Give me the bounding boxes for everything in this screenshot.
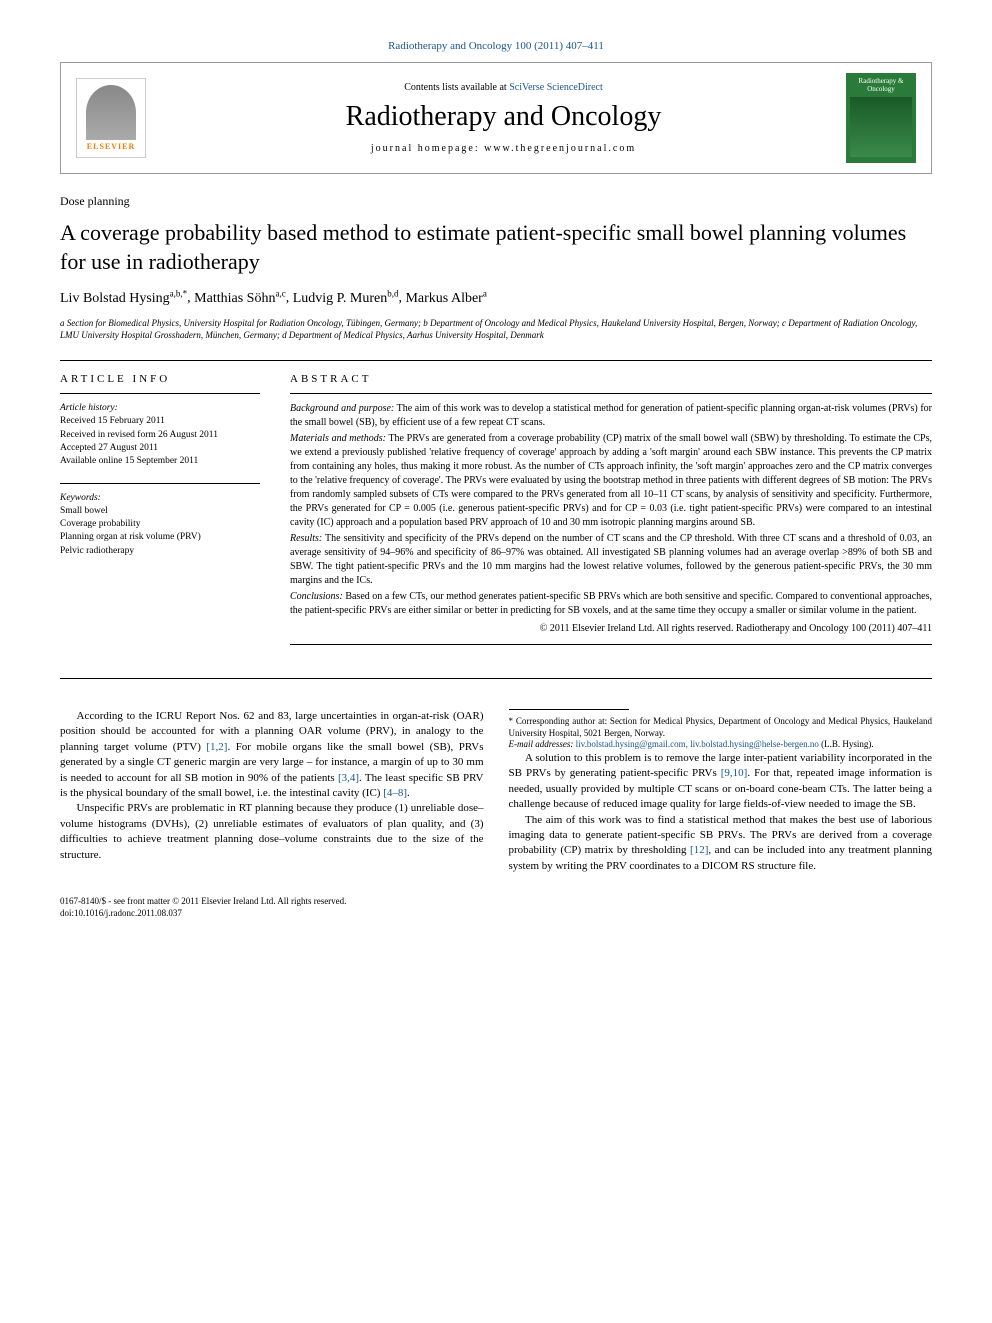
abstract-section: Background and purpose: The aim of this … [290,402,932,430]
info-abstract-row: article info Article history: Received 1… [60,373,932,653]
abstract-text: Background and purpose: The aim of this … [290,402,932,636]
email-footnote: E-mail addresses: liv.bolstad.hysing@gma… [509,739,933,751]
journal-title: Radiotherapy and Oncology [161,101,846,133]
abstract-heading: abstract [290,373,932,385]
body-columns: According to the ICRU Report Nos. 62 and… [60,709,932,876]
abstract-section: Results: The sensitivity and specificity… [290,532,932,588]
section-label: Dose planning [60,194,932,209]
paper-title: A coverage probability based method to e… [60,219,932,276]
ref-link[interactable]: [3,4] [338,772,359,784]
footnote-divider [509,709,629,710]
keyword: Pelvic radiotherapy [60,545,260,558]
abstract-copyright: © 2011 Elsevier Ireland Ltd. All rights … [290,622,932,636]
body-paragraph: According to the ICRU Report Nos. 62 and… [60,709,484,801]
sciencedirect-link[interactable]: SciVerse ScienceDirect [509,82,603,93]
author[interactable]: Liv Bolstad Hysinga,b,* [60,291,187,306]
history-label: Article history: [60,402,260,415]
ref-link[interactable]: [12] [690,844,708,856]
keyword: Small bowel [60,505,260,518]
keywords-label: Keywords: [60,492,260,505]
ref-link[interactable]: [9,10] [721,767,748,779]
journal-homepage: journal homepage: www.thegreenjournal.co… [161,143,846,154]
history-line: Received in revised form 26 August 2011 [60,429,260,442]
abstract-section: Materials and methods: The PRVs are gene… [290,432,932,530]
footer-meta: 0167-8140/$ - see front matter © 2011 El… [60,896,932,919]
divider [60,678,932,679]
contents-prefix: Contents lists available at [404,82,509,93]
abstract-section: Conclusions: Based on a few CTs, our met… [290,590,932,618]
elsevier-logo[interactable]: ELSEVIER [76,78,146,158]
history-line: Available online 15 September 2011 [60,455,260,468]
ref-link[interactable]: [4–8] [383,787,407,799]
body-paragraph: The aim of this work was to find a stati… [509,813,933,875]
author[interactable]: Markus Albera [405,291,486,306]
authors-line: Liv Bolstad Hysinga,b,*, Matthias Söhna,… [60,288,932,307]
article-info-col: article info Article history: Received 1… [60,373,260,653]
article-history: Article history: Received 15 February 20… [60,402,260,468]
body-paragraph: A solution to this problem is to remove … [509,751,933,813]
cover-image-icon [850,97,912,157]
cover-label: Radiotherapy & Oncology [850,77,912,93]
keyword: Coverage probability [60,518,260,531]
journal-header-box: ELSEVIER Contents lists available at Sci… [60,62,932,174]
affiliations: a Section for Biomedical Physics, Univer… [60,317,932,342]
ref-link[interactable]: [1,2] [206,741,227,753]
header-citation: Radiotherapy and Oncology 100 (2011) 407… [60,40,932,52]
history-line: Received 15 February 2011 [60,415,260,428]
homepage-url[interactable]: www.thegreenjournal.com [484,143,636,154]
elsevier-tree-icon [86,85,136,140]
article-info-heading: article info [60,373,260,385]
keyword: Planning organ at risk volume (PRV) [60,531,260,544]
divider [60,360,932,361]
citation-link[interactable]: Radiotherapy and Oncology 100 (2011) 407… [388,40,604,52]
journal-center: Contents lists available at SciVerse Sci… [161,82,846,154]
author[interactable]: Matthias Söhna,c [194,291,286,306]
email-link[interactable]: liv.bolstad.hysing@gmail.com, liv.bolsta… [576,739,819,749]
contents-line: Contents lists available at SciVerse Sci… [161,82,846,93]
keywords-block: Keywords: Small bowel Coverage probabili… [60,492,260,558]
body-paragraph: Unspecific PRVs are problematic in RT pl… [60,801,484,863]
issn-line: 0167-8140/$ - see front matter © 2011 El… [60,896,932,908]
journal-cover-thumb[interactable]: Radiotherapy & Oncology [846,73,916,163]
elsevier-logo-text: ELSEVIER [87,142,135,151]
history-line: Accepted 27 August 2011 [60,442,260,455]
author[interactable]: Ludvig P. Murenb,d [293,291,399,306]
corresponding-author-footnote: * Corresponding author at: Section for M… [509,716,933,739]
abstract-col: abstract Background and purpose: The aim… [290,373,932,653]
doi-line: doi:10.1016/j.radonc.2011.08.037 [60,908,932,920]
